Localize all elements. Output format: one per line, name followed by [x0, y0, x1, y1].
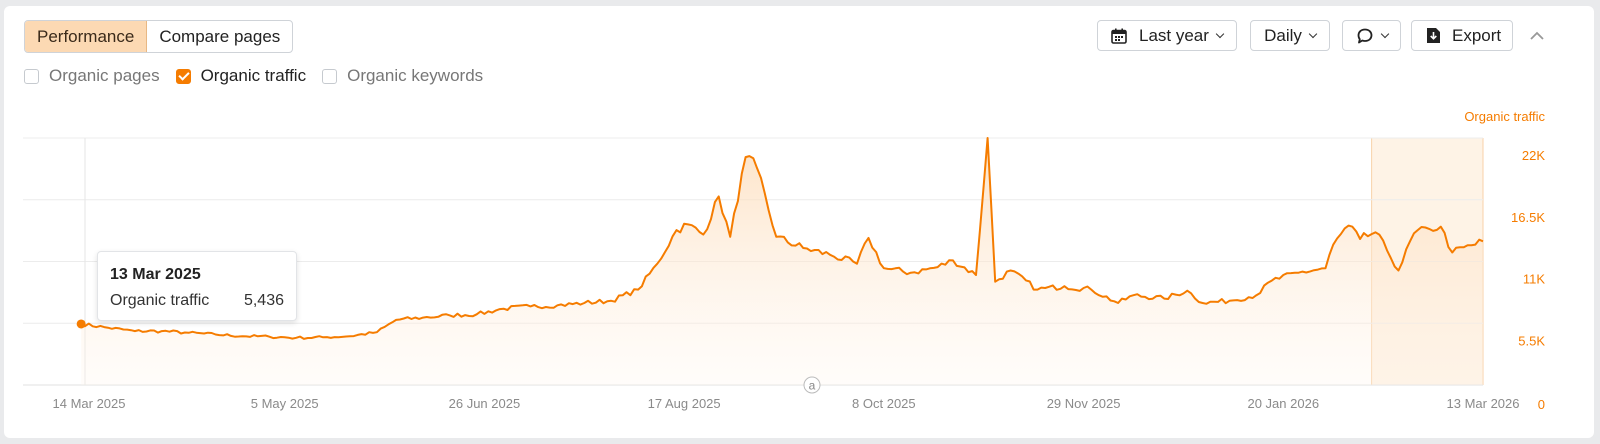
metric-organic-traffic[interactable]: Organic traffic: [175, 66, 307, 86]
comment-icon: [1357, 28, 1372, 43]
metric-toggles: Organic pages Organic traffic Organic ke…: [24, 66, 499, 86]
metric-label: Organic pages: [49, 66, 160, 85]
x-tick-label: 8 Oct 2025: [852, 396, 916, 411]
export-button[interactable]: Export: [1411, 20, 1513, 51]
checkbox-organic-pages[interactable]: [24, 68, 39, 84]
period-dropdown[interactable]: Last year: [1097, 20, 1237, 51]
x-tick-label: 13 Mar 2026: [1447, 396, 1520, 411]
x-tick-label: 26 Jun 2025: [449, 396, 521, 411]
tab-compare-pages[interactable]: Compare pages: [159, 27, 281, 46]
export-label: Export: [1452, 25, 1502, 45]
tooltip-value: 5,436: [243, 292, 284, 309]
hover-point: [76, 319, 86, 329]
organic-traffic-line: [80, 137, 1484, 340]
interval-dropdown[interactable]: Daily: [1250, 20, 1330, 51]
collapse-icon[interactable]: [1527, 26, 1547, 46]
y-tick-label: 11K: [1523, 272, 1545, 287]
x-tick-label: 20 Jan 2026: [1247, 396, 1319, 411]
x-tick-label: 5 May 2025: [251, 396, 319, 411]
chart-tooltip: 13 Mar 2025 Organic traffic 5,436: [97, 251, 297, 321]
y-tick-label: 16.5K: [1511, 210, 1545, 225]
annotation-marker[interactable]: a: [803, 376, 821, 394]
checkbox-organic-keywords[interactable]: [322, 68, 338, 84]
metric-organic-keywords[interactable]: Organic keywords: [322, 66, 483, 86]
calendar-icon: [1111, 28, 1127, 44]
annotation-marker-label: a: [809, 379, 816, 393]
y-tick-label: 5.5K: [1518, 333, 1545, 348]
metric-label: Organic keywords: [347, 66, 484, 85]
annotations-dropdown[interactable]: [1342, 20, 1401, 51]
x-tick-label: 14 Mar 2025: [53, 396, 126, 411]
x-tick-label: 29 Nov 2025: [1047, 396, 1121, 411]
period-label: Last year: [1139, 25, 1209, 45]
y-tick-label: 0: [1538, 397, 1545, 412]
y-tick-label: 22K: [1522, 148, 1545, 163]
export-icon: [1427, 28, 1440, 43]
organic-traffic-area: [81, 138, 1484, 385]
metric-organic-pages[interactable]: Organic pages: [24, 66, 160, 86]
view-tabs: Performance Compare pages: [24, 20, 294, 53]
interval-label: Daily: [1264, 25, 1302, 45]
x-tick-label: 17 Aug 2025: [648, 396, 721, 411]
checkbox-organic-traffic[interactable]: [175, 68, 191, 84]
tooltip-metric: Organic traffic: [110, 292, 210, 309]
tab-performance[interactable]: Performance: [25, 21, 148, 52]
metric-label: Organic traffic: [200, 66, 307, 85]
y-axis-title: Organic traffic: [1464, 109, 1545, 124]
tooltip-date: 13 Mar 2025: [110, 266, 201, 283]
